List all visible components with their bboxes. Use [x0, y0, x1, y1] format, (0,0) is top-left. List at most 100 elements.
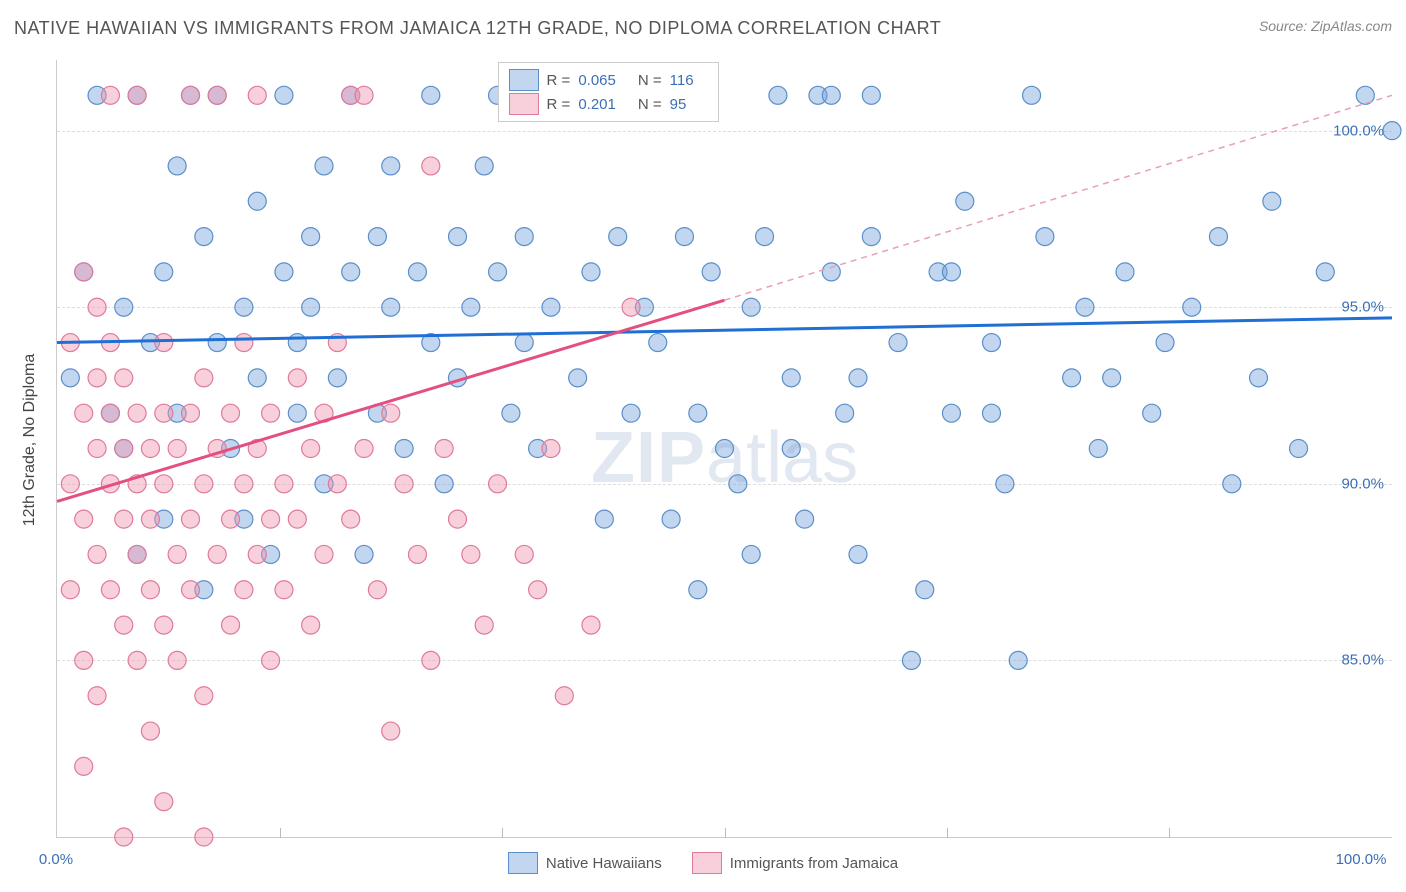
data-point — [382, 157, 400, 175]
data-point — [649, 334, 667, 352]
data-point — [355, 440, 373, 458]
data-point — [1089, 440, 1107, 458]
data-point — [742, 545, 760, 563]
data-point — [61, 475, 79, 493]
data-point — [115, 616, 133, 634]
data-point — [822, 86, 840, 104]
data-point — [1103, 369, 1121, 387]
data-point — [195, 828, 213, 846]
data-point — [942, 263, 960, 281]
stats-legend-row: R = 0.201 N = 95 — [509, 93, 708, 115]
data-point — [302, 228, 320, 246]
data-point — [248, 192, 266, 210]
data-point — [88, 298, 106, 316]
data-point — [449, 228, 467, 246]
data-point — [75, 263, 93, 281]
data-point — [128, 545, 146, 563]
data-point — [115, 510, 133, 528]
data-point — [288, 334, 306, 352]
data-point — [168, 545, 186, 563]
stat-n-label: N = — [638, 96, 662, 113]
data-point — [542, 298, 560, 316]
data-point — [342, 510, 360, 528]
data-point — [222, 616, 240, 634]
data-point — [769, 86, 787, 104]
data-point — [155, 475, 173, 493]
stat-r-value: 0.201 — [578, 96, 616, 113]
data-point — [408, 545, 426, 563]
data-point — [235, 334, 253, 352]
data-point — [168, 157, 186, 175]
data-point — [222, 510, 240, 528]
data-point — [515, 334, 533, 352]
x-minor-tick — [947, 828, 948, 838]
data-point — [489, 263, 507, 281]
data-point — [662, 510, 680, 528]
data-point — [462, 545, 480, 563]
data-point — [88, 369, 106, 387]
legend-item-native-hawaiians: Native Hawaiians — [508, 852, 662, 874]
data-point — [983, 334, 1001, 352]
data-point — [248, 369, 266, 387]
chart-title: NATIVE HAWAIIAN VS IMMIGRANTS FROM JAMAI… — [14, 18, 941, 39]
data-point — [288, 510, 306, 528]
data-point — [622, 298, 640, 316]
data-point — [61, 369, 79, 387]
stats-legend-box: R = 0.065 N = 116 R = 0.201 N = 95 — [498, 62, 719, 122]
data-point — [315, 545, 333, 563]
data-point — [822, 263, 840, 281]
stat-r-label: R = — [547, 96, 571, 113]
data-point — [355, 545, 373, 563]
scatter-plot-svg — [57, 60, 1392, 837]
data-point — [275, 581, 293, 599]
legend-item-immigrants-jamaica: Immigrants from Jamaica — [692, 852, 898, 874]
data-point — [182, 581, 200, 599]
data-point — [382, 404, 400, 422]
data-point — [742, 298, 760, 316]
data-point — [435, 475, 453, 493]
data-point — [1183, 298, 1201, 316]
chart-header: NATIVE HAWAIIAN VS IMMIGRANTS FROM JAMAI… — [14, 18, 1392, 39]
data-point — [408, 263, 426, 281]
data-point — [942, 404, 960, 422]
y-tick-label: 90.0% — [1341, 475, 1384, 492]
data-point — [422, 86, 440, 104]
data-point — [395, 475, 413, 493]
data-point — [75, 510, 93, 528]
data-point — [515, 228, 533, 246]
trend-line-extension — [725, 95, 1393, 300]
data-point — [288, 369, 306, 387]
data-point — [1250, 369, 1268, 387]
data-point — [1076, 298, 1094, 316]
legend-label: Immigrants from Jamaica — [730, 855, 898, 872]
data-point — [75, 404, 93, 422]
legend-label: Native Hawaiians — [546, 855, 662, 872]
data-point — [168, 440, 186, 458]
trend-line — [57, 318, 1392, 343]
data-point — [622, 404, 640, 422]
data-point — [141, 510, 159, 528]
data-point — [422, 157, 440, 175]
data-point — [996, 475, 1014, 493]
legend-swatch-pink — [692, 852, 722, 874]
data-point — [155, 263, 173, 281]
data-point — [1116, 263, 1134, 281]
data-point — [88, 440, 106, 458]
data-point — [128, 404, 146, 422]
data-point — [155, 404, 173, 422]
data-point — [101, 86, 119, 104]
data-point — [1209, 228, 1227, 246]
data-point — [782, 440, 800, 458]
data-point — [75, 757, 93, 775]
data-point — [782, 369, 800, 387]
y-tick-label: 85.0% — [1341, 652, 1384, 669]
data-point — [555, 687, 573, 705]
data-point — [756, 228, 774, 246]
data-point — [182, 404, 200, 422]
data-point — [275, 263, 293, 281]
data-point — [275, 475, 293, 493]
data-point — [1383, 122, 1401, 140]
data-point — [422, 651, 440, 669]
data-point — [569, 369, 587, 387]
data-point — [315, 157, 333, 175]
